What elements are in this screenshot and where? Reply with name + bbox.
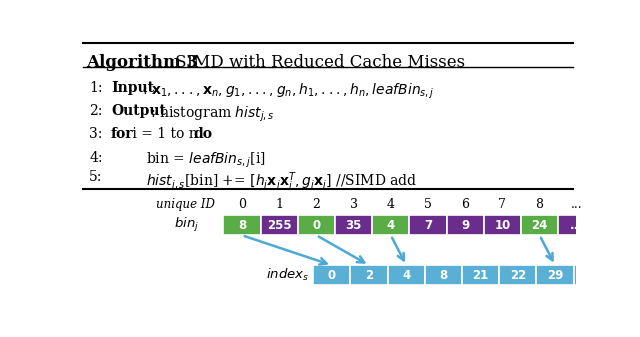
Bar: [425, 265, 462, 285]
Text: 21: 21: [472, 269, 489, 282]
Bar: [558, 215, 595, 235]
Text: bin = $\mathit{leafBin}_{s,j}$[i]: bin = $\mathit{leafBin}_{s,j}$[i]: [146, 151, 266, 170]
Text: : histogram $\mathit{hist}_{j,s}$: : histogram $\mathit{hist}_{j,s}$: [150, 104, 275, 124]
Text: ...: ...: [571, 198, 582, 211]
Text: 8: 8: [439, 269, 447, 282]
Text: unique ID: unique ID: [156, 198, 215, 211]
Text: 7: 7: [499, 198, 506, 211]
Text: 35: 35: [346, 219, 362, 232]
Bar: [484, 215, 521, 235]
Text: ...: ...: [570, 219, 584, 232]
Text: 1:: 1:: [90, 81, 103, 95]
Text: for: for: [111, 127, 134, 142]
Text: 5:: 5:: [90, 170, 102, 184]
Text: 22: 22: [509, 269, 526, 282]
Text: 3: 3: [349, 198, 358, 211]
Text: $index_s$: $index_s$: [266, 267, 309, 283]
Bar: [260, 215, 298, 235]
Text: 0: 0: [312, 219, 321, 232]
Text: 4: 4: [387, 219, 395, 232]
Text: 5: 5: [424, 198, 432, 211]
Bar: [313, 265, 351, 285]
Text: Algorithm 3: Algorithm 3: [86, 54, 198, 71]
Text: 8: 8: [536, 198, 543, 211]
Text: ...: ...: [586, 269, 599, 282]
Text: $bin_j$: $bin_j$: [173, 216, 198, 234]
Text: 7: 7: [424, 219, 432, 232]
Text: 3:: 3:: [90, 127, 102, 142]
Text: 9: 9: [461, 219, 469, 232]
Text: 1: 1: [275, 198, 283, 211]
Bar: [521, 215, 558, 235]
Text: Input: Input: [111, 81, 154, 95]
Text: i = 1 to n: i = 1 to n: [128, 127, 202, 142]
Bar: [351, 265, 388, 285]
Text: 2:: 2:: [90, 104, 102, 118]
Bar: [335, 215, 372, 235]
Text: 8: 8: [238, 219, 246, 232]
Bar: [447, 215, 484, 235]
Bar: [410, 215, 447, 235]
Text: SIMD with Reduced Cache Misses: SIMD with Reduced Cache Misses: [170, 54, 465, 71]
Text: 0: 0: [328, 269, 336, 282]
Text: 24: 24: [531, 219, 548, 232]
Text: 0: 0: [238, 198, 246, 211]
Text: 255: 255: [267, 219, 291, 232]
Text: 10: 10: [494, 219, 511, 232]
Bar: [462, 265, 499, 285]
Text: 4:: 4:: [90, 151, 103, 164]
Text: 2: 2: [312, 198, 320, 211]
Bar: [388, 265, 425, 285]
Text: 29: 29: [547, 269, 563, 282]
Bar: [573, 265, 611, 285]
Text: Output: Output: [111, 104, 166, 118]
Bar: [499, 265, 536, 285]
Text: $\mathit{hist}_{j,s}$[bin] += $[h_i\mathbf{x}_i\mathbf{x}_i^T, g_i\mathbf{x}_i]$: $\mathit{hist}_{j,s}$[bin] += $[h_i\math…: [146, 170, 417, 193]
Bar: [298, 215, 335, 235]
Text: 4: 4: [387, 198, 395, 211]
Text: 2: 2: [365, 269, 373, 282]
Bar: [372, 215, 410, 235]
Bar: [223, 215, 260, 235]
Text: : $\mathbf{x}_1,...,\mathbf{x}_n, g_1,...,g_n, h_1,...,h_n, \mathit{leafBin}_{s,: : $\mathbf{x}_1,...,\mathbf{x}_n, g_1,..…: [142, 81, 435, 100]
Bar: [536, 265, 573, 285]
Text: do: do: [193, 127, 212, 142]
Text: 6: 6: [461, 198, 469, 211]
Text: 4: 4: [402, 269, 410, 282]
